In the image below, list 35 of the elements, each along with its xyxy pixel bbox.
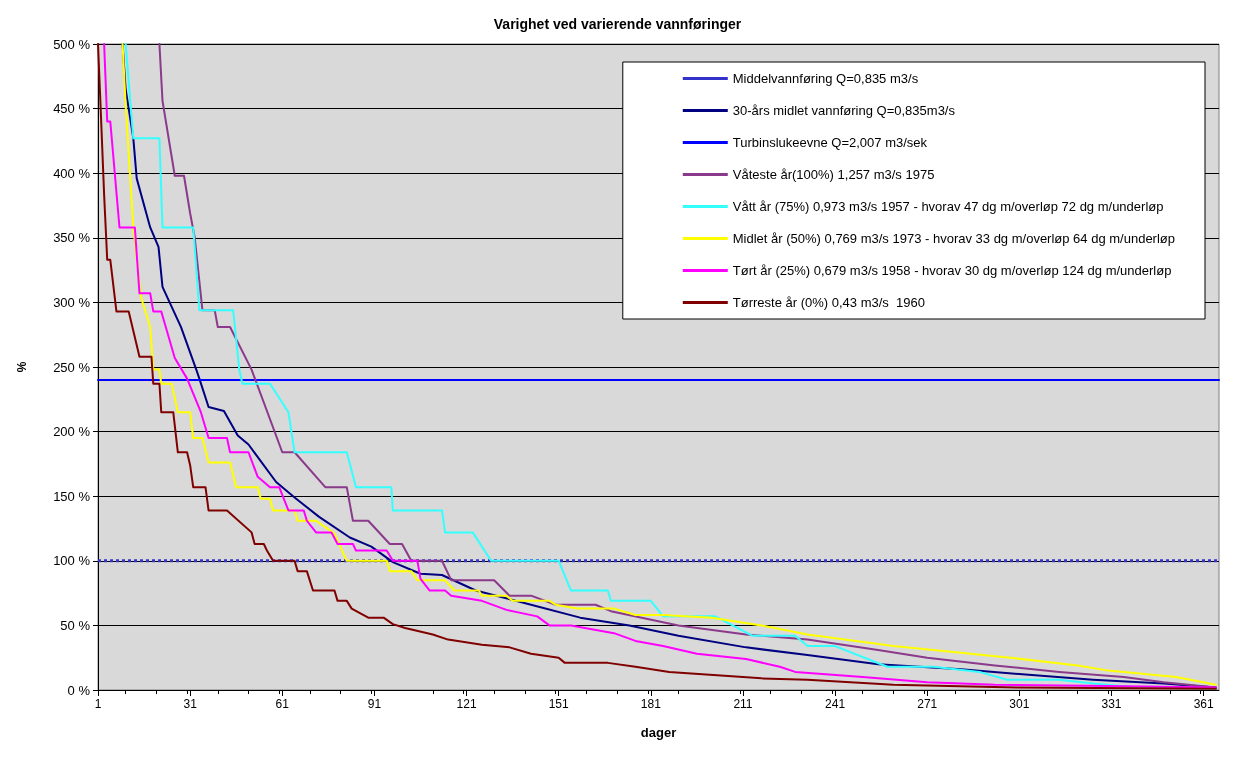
legend-label: Tørt år (25%) 0,679 m3/s 1958 - hvorav 30 dg m/overløp 124 dg m/underløp [732, 263, 1172, 278]
legend-label: Tørreste år (0%) 0,43 m3/s 1960 [732, 295, 925, 310]
x-tick-label: 181 [640, 697, 662, 711]
chart-title: Varighet ved varierende vannføringer [493, 16, 742, 32]
x-tick-label: 61 [275, 697, 290, 711]
x-tick-label: 211 [733, 697, 753, 711]
y-tick-label: 250 % [53, 359, 91, 375]
y-tick-label: 150 % [53, 488, 91, 504]
legend-label: Middelvannføring Q=0,835 m3/s [732, 71, 919, 86]
x-tick-label: 31 [183, 697, 198, 711]
y-tick-label: 300 % [53, 294, 91, 310]
x-tick-label: 121 [456, 697, 477, 711]
y-axis-title: % [15, 361, 29, 373]
x-tick-label: 1 [94, 697, 102, 711]
y-tick-label: 350 % [53, 230, 91, 246]
legend-label: Våteste år(100%) 1,257 m3/s 1975 [732, 167, 935, 182]
legend-label: 30-års midlet vannføring Q=0,835m3/s [732, 103, 956, 118]
x-tick-label: 151 [548, 697, 570, 711]
legend-label: Midlet år (50%) 0,769 m3/s 1973 - hvorav 33 dg m/overløp 64 dg m/underløp [732, 231, 1175, 246]
x-tick-label: 331 [1101, 697, 1122, 711]
x-tick-label: 271 [917, 697, 938, 711]
y-tick-label: 0 % [67, 682, 91, 698]
legend-label: Vått år (75%) 0,973 m3/s 1957 - hvorav 47 dg m/overløp 72 dg m/underløp [732, 199, 1164, 214]
x-tick-label: 91 [367, 697, 382, 711]
y-tick-label: 50 % [60, 617, 91, 633]
x-tick-label: 241 [825, 697, 846, 711]
x-tick-label: 361 [1193, 697, 1214, 711]
y-tick-label: 450 % [53, 101, 91, 117]
legend-label: Turbinslukeevne Q=2,007 m3/sek [732, 135, 928, 150]
x-tick-label: 301 [1009, 697, 1030, 711]
y-tick-label: 100 % [53, 553, 91, 569]
y-tick-label: 400 % [53, 165, 91, 181]
y-tick-label: 200 % [53, 424, 91, 440]
y-tick-label: 500 % [53, 36, 91, 52]
x-axis-title: dager [640, 725, 677, 740]
